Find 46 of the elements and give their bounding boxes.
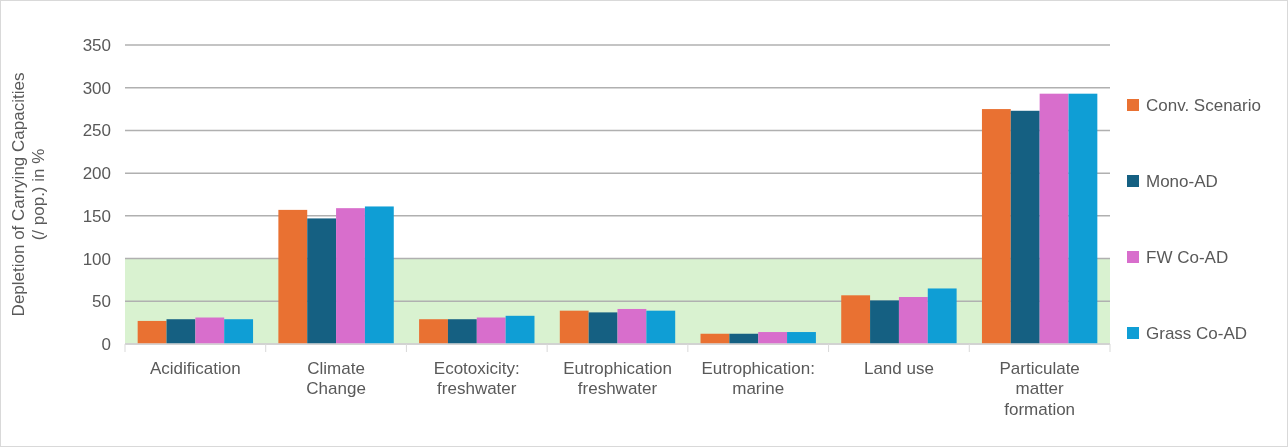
bar <box>1010 110 1040 344</box>
y-tick-label: 250 <box>82 121 111 141</box>
bar <box>898 297 928 344</box>
bar <box>559 310 589 344</box>
bar <box>1068 93 1098 344</box>
bar <box>447 319 477 344</box>
y-tick-label: 150 <box>82 206 111 226</box>
bar <box>364 206 394 344</box>
bar <box>646 310 676 344</box>
x-tick-label: Ecotoxicity: freshwater <box>433 359 520 399</box>
bar <box>787 332 816 344</box>
x-tick-label: Acidification <box>150 359 241 379</box>
legend-label: FW Co-AD <box>1146 247 1229 267</box>
y-tick-label: 0 <box>101 334 111 354</box>
legend-label: Conv. Scenario <box>1146 95 1261 115</box>
bar <box>841 295 871 344</box>
x-tick-label: Eutrophication: marine <box>701 359 815 399</box>
bar <box>758 332 788 344</box>
bar <box>617 308 647 344</box>
bar <box>336 208 365 344</box>
bar <box>870 300 899 344</box>
x-tick-label: Land use <box>863 359 934 379</box>
bar <box>1039 93 1069 344</box>
bar <box>137 320 167 344</box>
bar <box>588 312 618 344</box>
bar <box>166 319 196 344</box>
legend-label: Mono-AD <box>1146 171 1218 191</box>
x-tick-label: Climate Change <box>306 359 366 399</box>
bar <box>224 319 254 344</box>
bar <box>278 209 308 344</box>
x-tick-label: Eutrophication freshwater <box>563 359 672 399</box>
y-tick-label: 50 <box>92 292 111 312</box>
bar <box>927 288 957 344</box>
x-tick-label: Particulate matter formation <box>999 359 1080 419</box>
y-tick-label: 100 <box>82 249 111 269</box>
bar <box>307 218 337 344</box>
bar <box>981 109 1011 344</box>
bar <box>505 315 535 344</box>
y-axis-title: Depletion of Carrying Capacities (/ pop.) in % <box>9 72 49 317</box>
y-tick-label: 350 <box>82 35 111 55</box>
bar <box>195 317 225 344</box>
legend-label: Grass Co-AD <box>1146 323 1248 343</box>
bar <box>476 317 506 344</box>
y-tick-label: 200 <box>82 164 111 184</box>
bar <box>419 319 448 344</box>
y-tick-label: 300 <box>82 78 111 98</box>
